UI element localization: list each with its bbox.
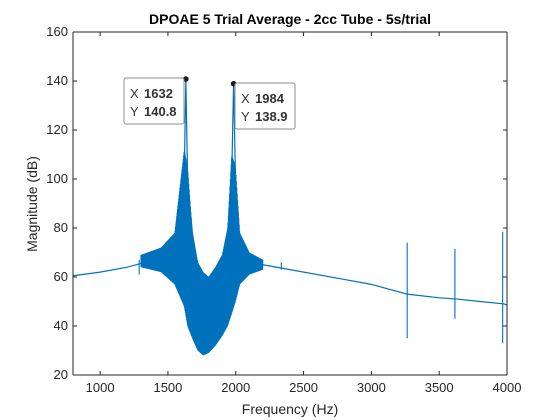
datatip-y-value: 138.9 [255, 109, 288, 124]
y-tick-label: 20 [54, 367, 68, 382]
datatip-x-label: X [241, 91, 250, 106]
datatip-box [234, 82, 296, 130]
datatip-y-label: Y [241, 109, 250, 124]
y-tick-label: 160 [46, 24, 68, 39]
y-tick-label: 100 [46, 171, 68, 186]
x-tick-label: 2500 [289, 380, 318, 395]
datatip-x-value: 1984 [255, 91, 285, 106]
x-tick-label: 3500 [425, 380, 454, 395]
plot-area: 1000 1500 2000 2500 3000 3500 4000 20 40 60 80 100 1… [46, 24, 521, 395]
datatip-y-value: 140.8 [144, 104, 177, 119]
ticks-layer: 1000 1500 2000 2500 3000 3500 4000 20 40 60 80 100 1… [46, 24, 521, 395]
x-tick-label: 3000 [357, 380, 386, 395]
y-tick-label: 40 [54, 318, 68, 333]
y-tick-label: 60 [54, 269, 68, 284]
datatip-2[interactable]: X 1984 Y 138.9 [230, 80, 296, 130]
chart-title: DPOAE 5 Trial Average - 2cc Tube - 5s/tr… [149, 11, 431, 27]
datatip-x-value: 1632 [144, 86, 173, 101]
datatip-1[interactable]: X 1632 Y 140.8 [123, 76, 189, 125]
y-tick-label: 140 [46, 73, 68, 88]
y-axis-label: Magnitude (dB) [24, 156, 40, 252]
datatips-layer[interactable]: X 1632 Y 140.8 X 1984 Y 138.9 [123, 76, 296, 130]
x-axis-label: Frequency (Hz) [242, 401, 338, 417]
x-tick-label: 2000 [221, 380, 250, 395]
y-tick-label: 80 [54, 220, 68, 235]
axes-layer [72, 31, 508, 376]
datatip-box [123, 77, 185, 125]
x-tick-label: 1000 [86, 380, 115, 395]
datatip-x-label: X [130, 86, 139, 101]
datatip-y-label: Y [130, 104, 139, 119]
series-oscillation-band [140, 150, 264, 356]
y-tick-label: 120 [46, 122, 68, 137]
series-layer [72, 79, 508, 356]
x-tick-label: 1500 [153, 380, 182, 395]
x-tick-label: 4000 [493, 380, 522, 395]
